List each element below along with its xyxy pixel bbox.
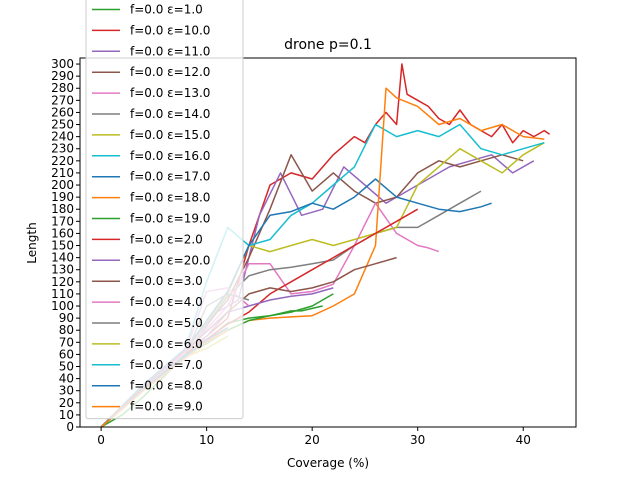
y-tick-label: 240 <box>51 130 74 144</box>
legend-label: f=0.0 ε=10.0 <box>130 23 210 37</box>
legend-label: f=0.0 ε=11.0 <box>130 44 210 58</box>
y-tick-label: 140 <box>51 251 74 265</box>
chart-title: drone p=0.1 <box>284 37 372 53</box>
y-tick-label: 190 <box>51 190 74 204</box>
y-tick-label: 270 <box>51 93 74 107</box>
y-axis: 0102030405060708090100110120130140150160… <box>51 57 80 434</box>
x-axis-label: Coverage (%) <box>287 456 369 470</box>
legend-label: f=0.0 ε=2.0 <box>130 232 203 246</box>
y-tick-label: 40 <box>59 372 74 386</box>
x-tick-label: 0 <box>97 433 105 447</box>
y-tick-label: 250 <box>51 118 74 132</box>
y-tick-label: 210 <box>51 166 74 180</box>
legend-box <box>85 0 244 420</box>
legend-label: f=0.0 ε=7.0 <box>130 358 203 372</box>
y-tick-label: 230 <box>51 142 74 156</box>
y-tick-label: 10 <box>59 408 74 422</box>
legend-label: f=0.0 ε=5.0 <box>130 316 203 330</box>
y-tick-label: 300 <box>51 57 74 71</box>
legend-label: f=0.0 ε=20.0 <box>130 253 210 267</box>
x-axis: 0 10 20 30 40 <box>97 427 531 447</box>
y-tick-label: 280 <box>51 81 74 95</box>
legend-label: f=0.0 ε=13.0 <box>130 86 210 100</box>
legend-label: f=0.0 ε=14.0 <box>130 107 210 121</box>
legend-label: f=0.0 ε=4.0 <box>130 295 203 309</box>
legend-label: f=0.0 ε=1.0 <box>130 3 203 17</box>
x-tick-label: 30 <box>410 433 425 447</box>
plot-frame <box>79 57 577 428</box>
y-tick-label: 100 <box>51 299 74 313</box>
y-tick-label: 0 <box>66 420 74 434</box>
legend-label: f=0.0 ε=16.0 <box>130 149 210 163</box>
x-tick-label: 20 <box>305 433 320 447</box>
y-tick-label: 180 <box>51 202 74 216</box>
legend-label: f=0.0 ε=8.0 <box>130 379 203 393</box>
y-axis-label: Length <box>25 222 39 263</box>
y-tick-label: 220 <box>51 154 74 168</box>
legend-label: f=0.0 ε=18.0 <box>130 191 210 205</box>
y-tick-label: 170 <box>51 214 74 228</box>
y-tick-label: 260 <box>51 105 74 119</box>
y-tick-label: 60 <box>59 347 74 361</box>
x-tick-label: 10 <box>199 433 214 447</box>
y-tick-label: 90 <box>59 311 74 325</box>
y-tick-label: 200 <box>51 178 74 192</box>
y-tick-label: 130 <box>51 263 74 277</box>
y-tick-label: 70 <box>59 335 74 349</box>
legend: f=0.0 ε=1.0 f=0.0 ε=10.0 f=0.0 ε=11.0 f=0.0… <box>85 0 244 420</box>
y-tick-label: 110 <box>51 287 74 301</box>
x-tick-label: 40 <box>516 433 531 447</box>
legend-label: f=0.0 ε=6.0 <box>130 337 203 351</box>
y-tick-label: 160 <box>51 226 74 240</box>
legend-label: f=0.0 ε=19.0 <box>130 212 210 226</box>
legend-label: f=0.0 ε=12.0 <box>130 65 210 79</box>
y-tick-label: 120 <box>51 275 74 289</box>
legend-label: f=0.0 ε=17.0 <box>130 170 210 184</box>
y-tick-label: 80 <box>59 323 74 337</box>
legend-label: f=0.0 ε=15.0 <box>130 128 210 142</box>
y-tick-label: 20 <box>59 396 74 410</box>
series-line-1 <box>100 63 551 427</box>
y-tick-label: 290 <box>51 69 74 83</box>
y-tick-label: 50 <box>59 360 74 374</box>
legend-label: f=0.0 ε=3.0 <box>130 274 203 288</box>
y-tick-label: 150 <box>51 239 74 253</box>
legend-label: f=0.0 ε=9.0 <box>130 400 203 414</box>
y-tick-label: 30 <box>59 384 74 398</box>
